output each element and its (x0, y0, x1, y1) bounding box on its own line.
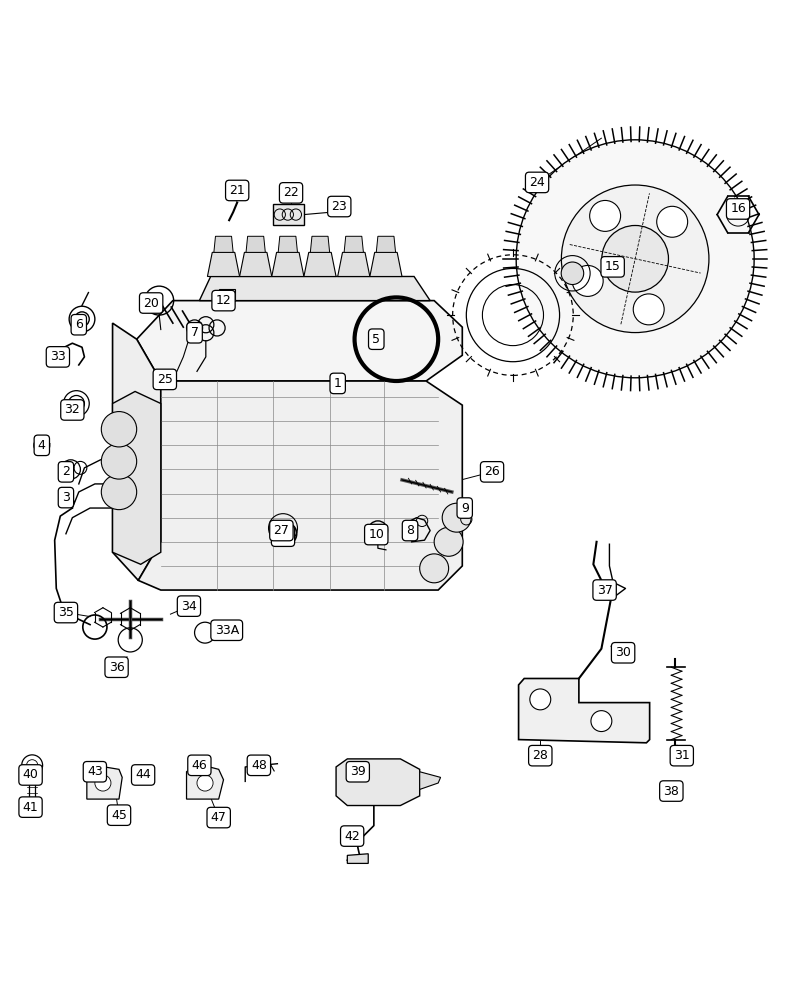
Text: 15: 15 (604, 260, 620, 273)
Polygon shape (347, 854, 368, 863)
Text: 28: 28 (532, 749, 548, 762)
Text: 10: 10 (368, 528, 384, 541)
Text: 38: 38 (662, 785, 679, 798)
Text: 33: 33 (50, 350, 66, 363)
Text: 26: 26 (483, 465, 499, 478)
Polygon shape (137, 301, 462, 381)
Text: 9: 9 (460, 502, 468, 515)
Polygon shape (273, 204, 304, 225)
Text: 12: 12 (215, 294, 231, 307)
Polygon shape (186, 764, 223, 799)
Polygon shape (112, 323, 161, 580)
Text: 4: 4 (38, 439, 46, 452)
Text: 21: 21 (229, 184, 245, 197)
Text: 16: 16 (729, 202, 745, 215)
Text: 48: 48 (251, 759, 267, 772)
Polygon shape (207, 252, 239, 276)
Text: 47: 47 (210, 811, 226, 824)
Text: 32: 32 (64, 403, 80, 416)
Text: 36: 36 (108, 661, 124, 674)
Polygon shape (337, 252, 369, 276)
Circle shape (590, 711, 611, 732)
Polygon shape (138, 381, 462, 590)
Polygon shape (336, 759, 419, 806)
Polygon shape (218, 289, 234, 301)
Text: 37: 37 (596, 584, 612, 597)
Circle shape (656, 206, 687, 237)
Circle shape (529, 689, 550, 710)
Text: 45: 45 (111, 809, 127, 822)
Circle shape (197, 775, 213, 791)
Text: 20: 20 (143, 297, 159, 310)
Text: 1: 1 (333, 377, 341, 390)
Polygon shape (278, 236, 297, 252)
Circle shape (101, 412, 137, 447)
Polygon shape (518, 678, 649, 743)
Polygon shape (112, 391, 161, 564)
Text: 27: 27 (273, 524, 289, 537)
Circle shape (442, 503, 471, 532)
Text: 42: 42 (344, 830, 360, 843)
Text: 46: 46 (191, 759, 207, 772)
Polygon shape (376, 236, 395, 252)
Circle shape (516, 140, 753, 378)
Polygon shape (246, 236, 265, 252)
Text: 5: 5 (372, 333, 380, 346)
Text: 31: 31 (673, 749, 689, 762)
Polygon shape (239, 252, 271, 276)
Text: 39: 39 (349, 765, 365, 778)
Text: 23: 23 (331, 200, 347, 213)
Text: 35: 35 (58, 606, 74, 619)
Circle shape (95, 775, 111, 791)
Circle shape (101, 474, 137, 510)
Text: 44: 44 (135, 768, 151, 781)
Circle shape (434, 527, 463, 556)
Polygon shape (369, 252, 402, 276)
Polygon shape (214, 236, 233, 252)
Text: 3: 3 (62, 491, 70, 504)
Text: 41: 41 (22, 801, 39, 814)
Polygon shape (344, 236, 363, 252)
Circle shape (560, 262, 583, 285)
Circle shape (601, 225, 667, 292)
Circle shape (633, 294, 663, 325)
Text: 40: 40 (22, 768, 39, 781)
Text: 33A: 33A (214, 624, 238, 637)
Text: 11: 11 (275, 530, 291, 543)
Text: 8: 8 (406, 524, 414, 537)
Text: 6: 6 (75, 318, 83, 331)
Circle shape (222, 290, 231, 300)
Text: 43: 43 (87, 765, 103, 778)
Circle shape (572, 265, 602, 296)
Polygon shape (271, 252, 304, 276)
Text: 22: 22 (283, 186, 299, 199)
Circle shape (560, 185, 708, 333)
Text: 30: 30 (614, 646, 630, 659)
Text: 25: 25 (157, 373, 173, 386)
Polygon shape (304, 252, 336, 276)
Circle shape (101, 444, 137, 479)
Polygon shape (310, 236, 329, 252)
Text: 7: 7 (190, 326, 198, 339)
Circle shape (419, 554, 448, 583)
Circle shape (589, 200, 620, 231)
Polygon shape (199, 276, 430, 301)
Text: 24: 24 (528, 176, 544, 189)
Polygon shape (419, 772, 440, 789)
Text: 34: 34 (181, 600, 197, 613)
Text: 2: 2 (62, 465, 70, 478)
Polygon shape (87, 765, 122, 799)
